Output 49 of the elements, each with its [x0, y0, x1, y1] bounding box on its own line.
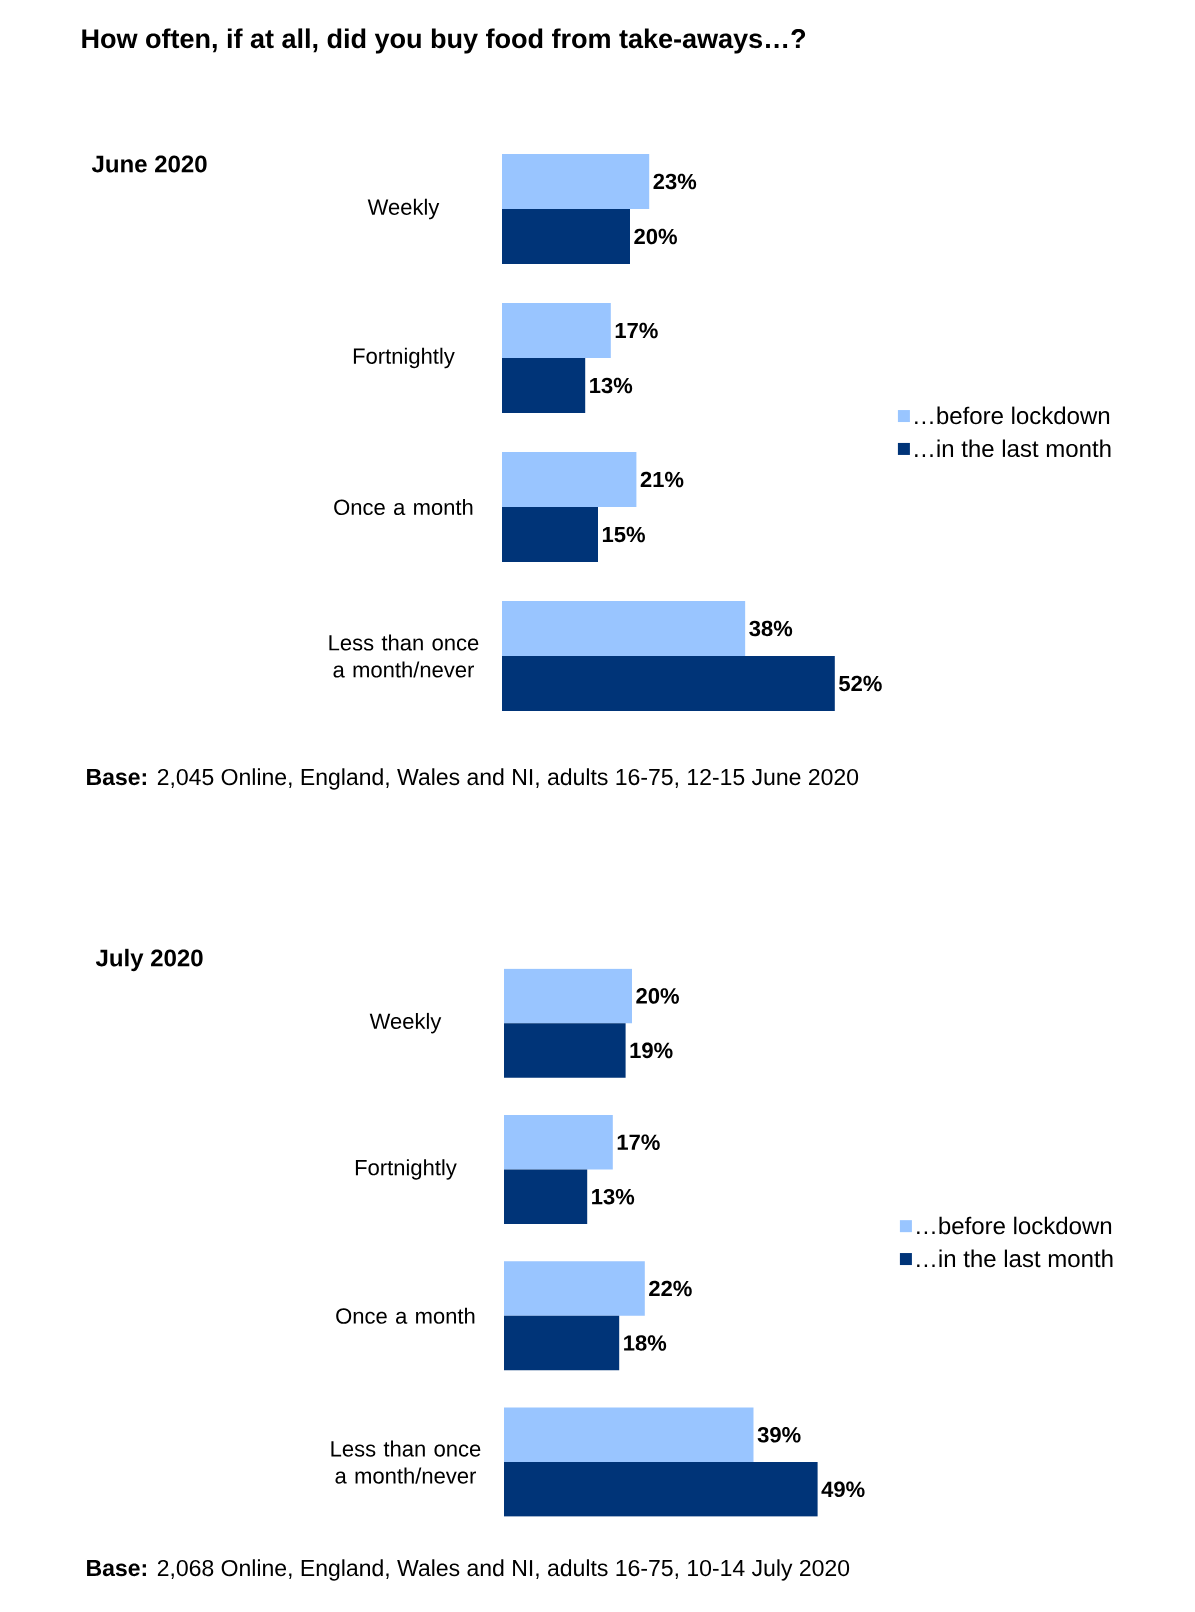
bar [502, 357, 586, 413]
y-tick-label: Fortnightly [353, 347, 455, 369]
data-label: 17% [617, 1134, 660, 1150]
bar [504, 1462, 818, 1517]
bar [502, 153, 650, 209]
y-tick-label: Once a month [336, 1307, 475, 1324]
data-label: 38% [749, 620, 793, 637]
legend-label: …in the last month [915, 439, 1111, 458]
data-label: 13% [590, 377, 633, 394]
text: July 2020 [95, 948, 203, 972]
bar [502, 507, 598, 562]
data-label: 23% [653, 173, 697, 190]
data-label: 18% [624, 1335, 667, 1351]
bar [502, 303, 611, 358]
data-label: 20% [634, 228, 677, 245]
legend-label: …before lockdown [915, 406, 1110, 425]
data-label: 39% [757, 1426, 801, 1443]
bar [504, 1169, 588, 1224]
data-label: 52% [839, 675, 882, 692]
chart-title: How often, if at all, did you buy food from take-aways…? [82, 28, 806, 54]
bar [504, 1261, 645, 1316]
bar [504, 1315, 620, 1371]
text: Base: 2,068 Online, England, Wales and NI, adults 16-75, 10-14 July 2020 [87, 1559, 850, 1581]
y-tick-label: Less than once a month/never [329, 634, 479, 678]
text: Base: 2,045 Online, England, Wales and NI, adults 16-75, 12-15 June 2020 [87, 768, 859, 790]
text: June 2020 [91, 155, 207, 173]
y-tick-label: Fortnightly [355, 1159, 457, 1180]
data-label: 22% [649, 1280, 692, 1297]
bar [504, 1114, 613, 1170]
y-tick-label: Less than once a month/never [331, 1440, 481, 1484]
y-tick-label: Weekly [369, 1012, 442, 1034]
bar [504, 968, 632, 1024]
bar [502, 601, 746, 656]
legend-label: …before lockdown [917, 1216, 1112, 1235]
y-tick-label: Weekly [367, 198, 440, 220]
data-label: 49% [821, 1481, 865, 1498]
bar [502, 656, 835, 711]
data-label: 20% [636, 988, 679, 1004]
data-label: 19% [630, 1042, 673, 1059]
data-label: 21% [640, 471, 684, 488]
data-label: 17% [615, 322, 658, 339]
y-tick-label: Once a month [334, 498, 473, 516]
bar [504, 1023, 626, 1078]
bar [502, 208, 630, 264]
data-label: 13% [592, 1188, 635, 1205]
legend-label: …in the last month [917, 1249, 1113, 1268]
data-label: 15% [602, 526, 645, 543]
bar [504, 1407, 754, 1463]
bar [502, 452, 637, 507]
